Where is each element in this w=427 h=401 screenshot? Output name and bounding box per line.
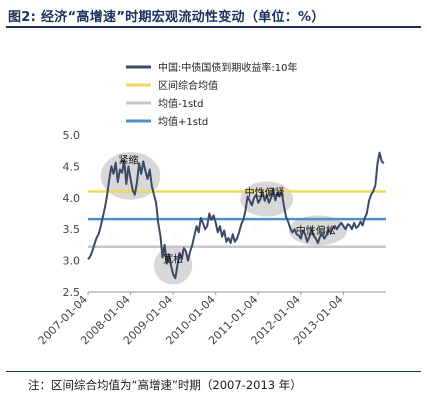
y-tick-label: 4.0 <box>63 192 81 205</box>
y-tick-label: 5.0 <box>63 129 81 142</box>
reference-lines <box>88 190 386 249</box>
note-divider <box>6 371 421 372</box>
highlight-ellipse <box>240 181 294 217</box>
annotation-label: 宽松 <box>163 252 183 265</box>
legend-label: 中国:中债国债到期收益率:10年 <box>158 61 297 74</box>
footnote: 注：区间综合均值为“高增速”时期（2007-2013 年） <box>28 378 302 392</box>
yield-series-line <box>87 151 385 280</box>
line-chart: 5.04.54.03.53.02.52007-01-042008-01-0420… <box>36 61 386 347</box>
chart-title: 图2: 经济“高增速”时期宏观流动性变动（单位：%） <box>8 10 325 25</box>
series-group <box>87 151 385 280</box>
legend-label: 均值-1std <box>158 97 203 110</box>
y-tick-label: 4.5 <box>63 160 81 173</box>
legend-label: 均值+1std <box>158 115 208 128</box>
highlight-ellipse <box>288 215 347 246</box>
legend-label: 区间综合均值 <box>158 79 218 92</box>
y-tick-label: 3.5 <box>63 223 81 236</box>
annotation-label: 中性偏紧 <box>245 186 285 199</box>
y-tick-label: 2.5 <box>63 286 81 299</box>
title-divider <box>6 26 421 28</box>
y-tick-label: 3.0 <box>63 255 81 268</box>
annotation-label: 紧缩 <box>118 153 138 166</box>
annotation-label: 中性偏松 <box>296 224 336 237</box>
